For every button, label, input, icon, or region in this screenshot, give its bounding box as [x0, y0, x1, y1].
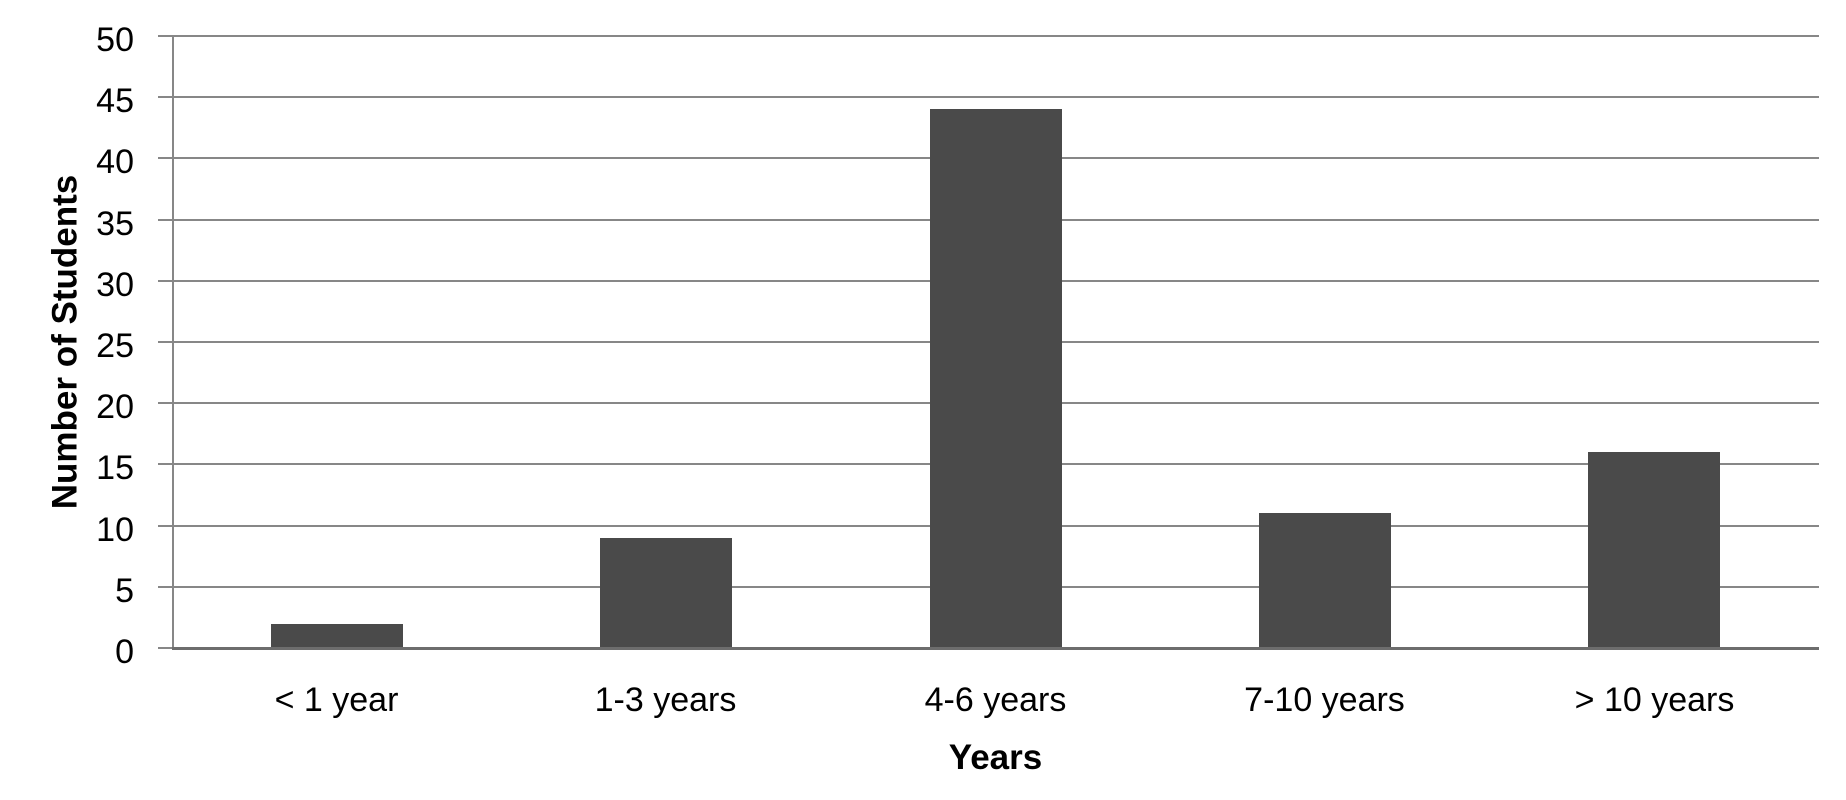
y-axis-tick: [158, 157, 172, 160]
y-axis-tick: [158, 463, 172, 466]
y-axis-tick: [158, 647, 172, 649]
y-axis-tick: [158, 524, 172, 527]
y-tick-label: 30: [96, 265, 134, 304]
x-tick-label: 4-6 years: [924, 681, 1067, 719]
x-axis-line: [172, 647, 1819, 650]
bar-5: [1588, 452, 1721, 648]
x-tick-label: 7-10 years: [1244, 681, 1405, 719]
y-axis-tick: [158, 341, 172, 343]
y-tick-label: 10: [96, 510, 134, 549]
y-axis-tick: [158, 402, 172, 405]
y-tick-label: 40: [96, 143, 134, 182]
bar-1: [270, 623, 403, 648]
x-tick-label: < 1 year: [274, 681, 399, 719]
y-tick-label: 25: [96, 327, 134, 365]
y-tick-label: 5: [115, 571, 134, 610]
y-tick-label: 35: [96, 204, 134, 243]
y-tick-label: 0: [115, 633, 134, 671]
y-tick-label: 45: [96, 82, 134, 121]
gridline: [172, 96, 1819, 99]
y-tick-label: 15: [96, 449, 134, 488]
gridline: [172, 35, 1819, 37]
y-axis-tick: [158, 35, 172, 37]
bar-4: [1258, 513, 1391, 648]
y-axis-tick: [158, 96, 172, 99]
y-axis-tick: [158, 585, 172, 588]
plot-area: [172, 35, 1819, 650]
bar-2: [600, 537, 733, 648]
y-tick-label: 50: [96, 21, 134, 59]
bar-3: [929, 109, 1062, 648]
y-axis-line: [172, 36, 174, 648]
x-axis-title: Years: [948, 738, 1043, 777]
x-tick-label: 1-3 years: [594, 681, 737, 719]
y-tick-label: 20: [96, 388, 134, 427]
y-axis-tick: [158, 279, 172, 282]
y-axis-tick: [158, 218, 172, 221]
x-tick-label: > 10 years: [1574, 681, 1735, 719]
